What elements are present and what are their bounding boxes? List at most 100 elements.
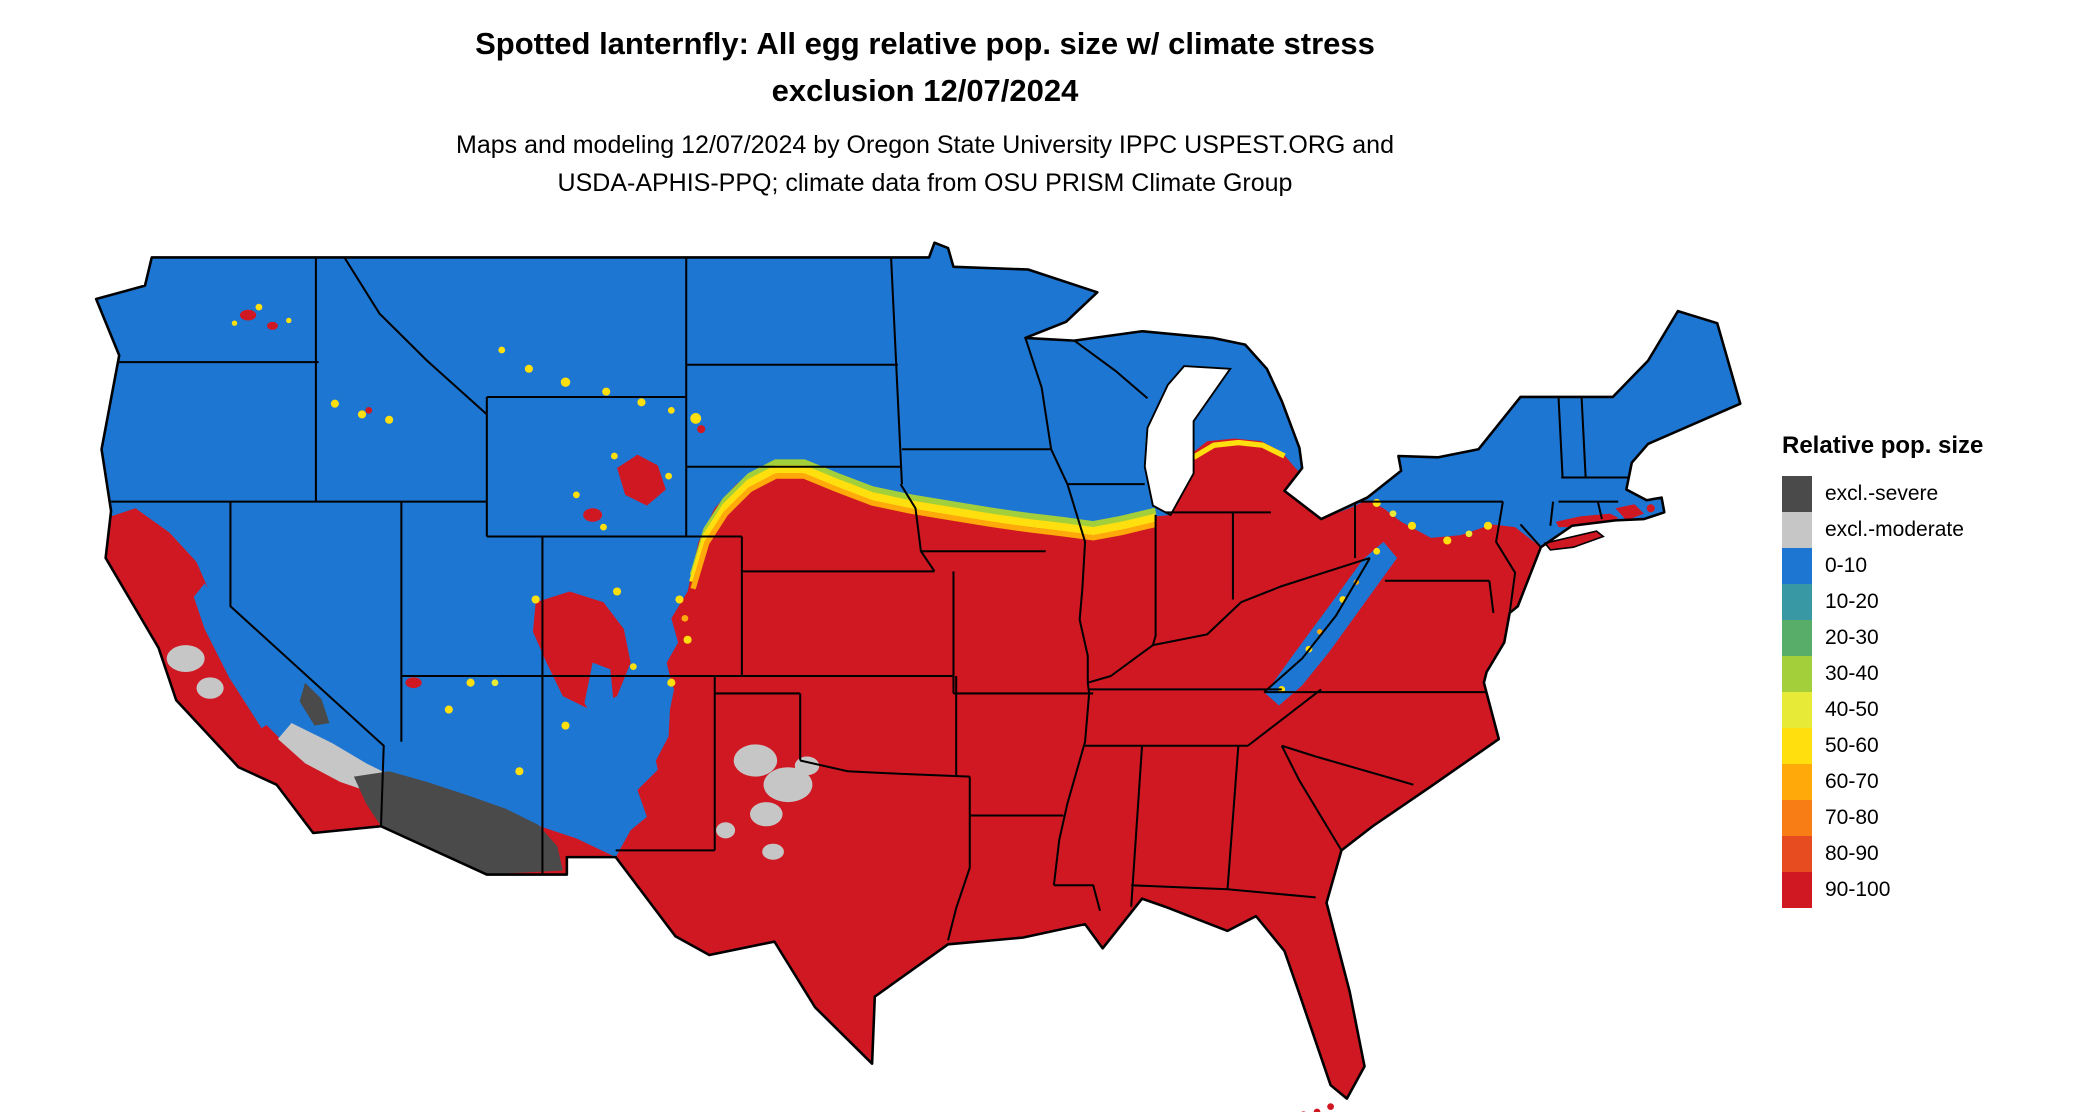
band-fleck — [560, 377, 571, 387]
band-fleck — [524, 364, 533, 373]
legend-item: 60-70 — [1782, 764, 2092, 800]
legend-title: Relative pop. size — [1782, 432, 1984, 459]
region-excl-severe-sonoran-desert — [353, 771, 563, 875]
band-fleck — [231, 320, 238, 326]
us-map — [88, 240, 1743, 1112]
region-excl-moderate-west-texas — [794, 756, 820, 776]
legend-item: 20-30 — [1782, 620, 2092, 656]
legend-item: excl.-severe — [1782, 476, 2092, 512]
band-fleck — [1389, 510, 1397, 518]
region-high-fleck — [697, 425, 706, 434]
region-excl-moderate-central-texas — [762, 843, 784, 860]
band-fleck — [357, 410, 367, 419]
map-title-line2: exclusion 12/07/2024 — [771, 73, 1079, 108]
band-fleck — [610, 452, 618, 460]
region-high-fleck — [583, 508, 603, 522]
band-fleck — [444, 705, 453, 714]
band-fleck — [629, 663, 637, 670]
region-excl-moderate-west-texas — [733, 744, 778, 777]
band-fleck — [561, 721, 570, 730]
region-high-fleck — [405, 677, 422, 689]
map-subtitle-line1: Maps and modeling 12/07/2024 by Oregon S… — [456, 131, 1394, 159]
region-excl-moderate-central-ca — [196, 677, 224, 699]
region-high-fleck — [239, 309, 257, 321]
band-fleck — [515, 767, 524, 776]
legend-label: 40-50 — [1825, 698, 1879, 721]
band-fleck — [466, 678, 475, 687]
transition-band-michigan — [1192, 439, 1286, 460]
map-subtitle: Maps and modeling 12/07/2024 by Oregon S… — [0, 126, 1850, 202]
region-high-rhode-island — [1615, 504, 1644, 521]
transition-band-50-60 — [689, 465, 1157, 584]
legend-swatch — [1782, 728, 1812, 764]
lake-michigan — [1143, 365, 1232, 517]
legend-swatch — [1782, 548, 1812, 584]
legend-label: 30-40 — [1825, 662, 1879, 685]
region-high-fleck — [267, 321, 278, 330]
legend-label: 70-80 — [1825, 806, 1879, 829]
band-fleck — [1407, 521, 1417, 530]
region-high-cape-cod — [1646, 504, 1655, 513]
band-fleck — [286, 317, 292, 324]
region-low-arizona-rim — [451, 689, 566, 766]
legend-swatch — [1782, 584, 1812, 620]
legend-swatch — [1782, 692, 1812, 728]
band-fleck — [600, 523, 607, 531]
band-fleck — [330, 399, 339, 408]
band-fleck — [498, 346, 506, 354]
region-low-appalachians — [1265, 541, 1398, 706]
region-excl-moderate-central-texas — [716, 822, 736, 839]
band-fleck — [667, 678, 676, 687]
transition-band-60-70 — [690, 473, 1157, 590]
legend-item: 80-90 — [1782, 836, 2092, 872]
band-fleck — [665, 472, 672, 480]
legend-swatch — [1782, 836, 1812, 872]
legend-item: 50-60 — [1782, 728, 2092, 764]
legend: Relative pop. size excl.-severe excl.-mod… — [1782, 432, 2092, 908]
legend-swatch — [1782, 872, 1812, 908]
band-fleck — [675, 595, 684, 604]
legend-swatch — [1782, 512, 1812, 548]
region-excl-moderate-central-ca — [166, 645, 205, 672]
legend-items: excl.-severe excl.-moderate 0-10 10-20 20-30… — [1782, 476, 2092, 908]
legend-swatch — [1782, 764, 1812, 800]
region-low-sierra-nevada — [193, 583, 281, 729]
legend-label: 10-20 — [1825, 590, 1879, 613]
band-fleck — [667, 407, 675, 414]
legend-item: 90-100 — [1782, 872, 2092, 908]
band-fleck — [1373, 547, 1381, 555]
legend-label: 50-60 — [1825, 734, 1879, 757]
band-fleck — [491, 679, 499, 687]
band-fleck — [681, 614, 689, 622]
band-fleck — [602, 387, 611, 396]
band-fleck — [683, 635, 692, 644]
map-subtitle-line2: USDA-APHIS-PPQ; climate data from OSU PR… — [557, 169, 1293, 197]
legend-swatch — [1782, 656, 1812, 692]
legend-item: 40-50 — [1782, 692, 2092, 728]
region-low-new-mexico-mtns-2 — [584, 662, 615, 734]
legend-item: 30-40 — [1782, 656, 2092, 692]
state-borders — [106, 256, 1628, 941]
legend-item: 70-80 — [1782, 800, 2092, 836]
band-fleck — [637, 398, 646, 407]
legend-label: 20-30 — [1825, 626, 1879, 649]
us-map-svg — [94, 241, 1742, 1112]
band-fleck — [1372, 498, 1381, 507]
legend-swatch — [1782, 620, 1812, 656]
florida-keys — [1327, 1103, 1334, 1110]
band-fleck — [1483, 521, 1493, 530]
legend-label: excl.-moderate — [1825, 518, 1964, 541]
florida-keys — [1301, 1111, 1306, 1112]
legend-item: 0-10 — [1782, 548, 2092, 584]
long-island — [1543, 530, 1605, 551]
legend-label: excl.-severe — [1825, 482, 1939, 505]
region-excl-moderate-west-texas — [763, 767, 813, 803]
legend-label: 60-70 — [1825, 770, 1879, 793]
legend-label: 90-100 — [1825, 878, 1891, 901]
legend-swatch — [1782, 800, 1812, 836]
region-excl-severe-death-valley — [299, 682, 330, 726]
florida-keys — [1313, 1108, 1321, 1112]
band-fleck — [572, 491, 580, 499]
band-fleck — [1465, 530, 1473, 538]
